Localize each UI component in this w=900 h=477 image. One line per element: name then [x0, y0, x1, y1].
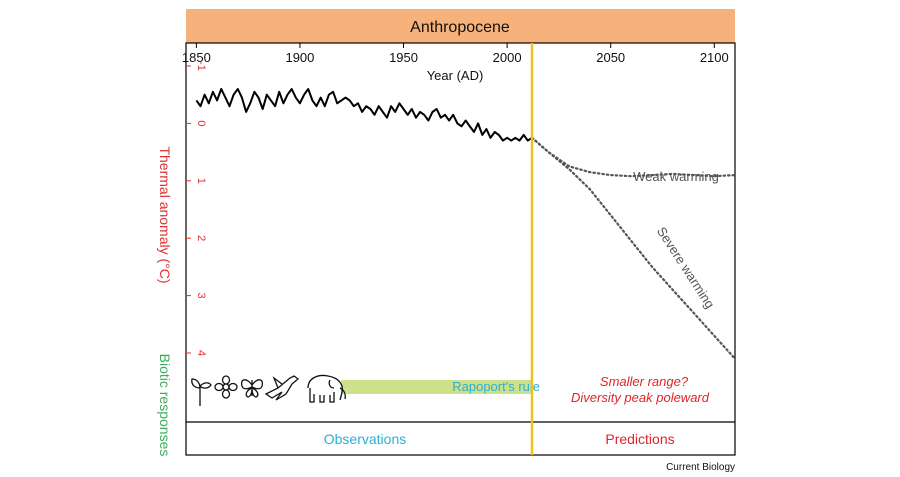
butterfly-icon [240, 379, 264, 398]
x-tick-label: 2000 [493, 50, 522, 65]
weak-warming-line [530, 136, 737, 178]
y-tick-label: 3 [195, 293, 207, 299]
prediction-line-1: Smaller range? [600, 374, 689, 389]
rapoport-label: Rapoport's rule [452, 379, 540, 394]
prediction-line-2: Diversity peak poleward [571, 390, 710, 405]
rapoport-bar [341, 380, 532, 394]
elephant-icon [307, 374, 346, 403]
observations-label: Observations [324, 431, 406, 447]
y-tick-label: -1 [195, 61, 207, 71]
series-layer [195, 88, 737, 360]
y-axis-label-biotic: Biotic responses [157, 354, 173, 457]
y-axis-label-thermal: Thermal anomaly (°C) [157, 146, 173, 283]
x-tick-label: 1950 [389, 50, 418, 65]
header-band [186, 9, 735, 43]
severe-warming-label: Severe warming [654, 224, 718, 311]
x-tick-label: 1900 [285, 50, 314, 65]
severe-warming-line [530, 136, 737, 360]
predictions-label: Predictions [605, 431, 674, 447]
weak-warming-label: Weak warming [633, 169, 719, 184]
plot-frame [185, 42, 736, 456]
x-axis-label: Year (AD) [427, 68, 484, 83]
bird-icon [264, 375, 300, 401]
y-tick-label: 2 [195, 235, 207, 241]
seedling-icon [191, 378, 212, 406]
y-tick-label: 1 [195, 178, 207, 184]
flower-icon [214, 375, 238, 399]
x-tick-label: 2100 [700, 50, 729, 65]
journal-credit: Current Biology [666, 462, 735, 473]
y-tick-label: 4 [195, 350, 207, 356]
y-tick-label: 0 [195, 120, 207, 126]
header-title: Anthropocene [410, 19, 510, 36]
x-tick-label: 1850 [182, 50, 211, 65]
x-tick-label: 2050 [596, 50, 625, 65]
axis-ticks: 1850 1900 1950 2000 2050 2100 -1 0 1 2 3 4 [182, 43, 729, 356]
observed-series-line [195, 88, 533, 142]
